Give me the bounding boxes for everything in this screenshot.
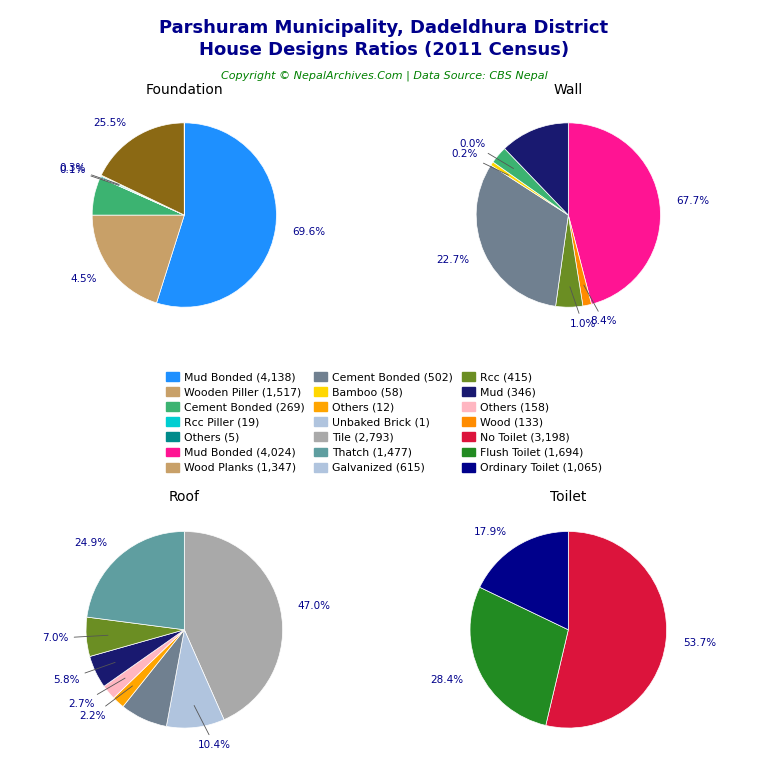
Text: 8.4%: 8.4% bbox=[584, 285, 617, 326]
Wedge shape bbox=[491, 162, 568, 215]
Text: 0.3%: 0.3% bbox=[60, 164, 119, 184]
Text: Copyright © NepalArchives.Com | Data Source: CBS Nepal: Copyright © NepalArchives.Com | Data Sou… bbox=[220, 71, 548, 81]
Title: Roof: Roof bbox=[169, 490, 200, 505]
Wedge shape bbox=[87, 531, 184, 630]
Wedge shape bbox=[86, 617, 184, 657]
Wedge shape bbox=[157, 123, 276, 307]
Wedge shape bbox=[92, 215, 184, 303]
Wedge shape bbox=[92, 177, 184, 215]
Wedge shape bbox=[480, 531, 568, 630]
Wedge shape bbox=[114, 630, 184, 707]
Text: Parshuram Municipality, Dadeldhura District
House Designs Ratios (2011 Census): Parshuram Municipality, Dadeldhura Distr… bbox=[160, 19, 608, 59]
Title: Foundation: Foundation bbox=[145, 83, 223, 98]
Text: 2.7%: 2.7% bbox=[68, 678, 125, 709]
Text: 67.7%: 67.7% bbox=[676, 197, 710, 207]
Text: 10.4%: 10.4% bbox=[194, 706, 230, 750]
Text: 2.2%: 2.2% bbox=[80, 686, 132, 720]
Wedge shape bbox=[476, 165, 568, 306]
Wedge shape bbox=[555, 215, 583, 307]
Title: Toilet: Toilet bbox=[550, 490, 587, 505]
Legend: Mud Bonded (4,138), Wooden Piller (1,517), Cement Bonded (269), Rcc Piller (19),: Mud Bonded (4,138), Wooden Piller (1,517… bbox=[166, 372, 602, 473]
Text: 28.4%: 28.4% bbox=[431, 675, 464, 685]
Wedge shape bbox=[505, 123, 568, 215]
Title: Wall: Wall bbox=[554, 83, 583, 98]
Text: 4.5%: 4.5% bbox=[70, 274, 97, 284]
Text: 5.8%: 5.8% bbox=[53, 662, 115, 684]
Wedge shape bbox=[493, 148, 568, 215]
Text: 24.9%: 24.9% bbox=[74, 538, 108, 548]
Wedge shape bbox=[568, 215, 591, 306]
Text: 17.9%: 17.9% bbox=[473, 527, 507, 537]
Text: 25.5%: 25.5% bbox=[93, 118, 127, 128]
Wedge shape bbox=[101, 176, 184, 215]
Text: 0.1%: 0.1% bbox=[59, 164, 119, 185]
Wedge shape bbox=[101, 175, 184, 215]
Wedge shape bbox=[104, 630, 184, 698]
Text: 7.0%: 7.0% bbox=[42, 633, 108, 644]
Wedge shape bbox=[546, 531, 667, 728]
Wedge shape bbox=[167, 630, 224, 728]
Wedge shape bbox=[101, 123, 184, 215]
Wedge shape bbox=[100, 177, 184, 215]
Wedge shape bbox=[123, 630, 184, 727]
Text: 53.7%: 53.7% bbox=[684, 638, 717, 648]
Text: 1.0%: 1.0% bbox=[569, 286, 596, 329]
Text: 0.2%: 0.2% bbox=[452, 149, 508, 175]
Wedge shape bbox=[568, 123, 660, 304]
Text: 47.0%: 47.0% bbox=[298, 601, 331, 611]
Wedge shape bbox=[184, 531, 283, 720]
Text: 22.7%: 22.7% bbox=[436, 256, 469, 266]
Wedge shape bbox=[470, 588, 568, 726]
Wedge shape bbox=[90, 630, 184, 687]
Text: 0.0%: 0.0% bbox=[459, 139, 514, 168]
Text: 69.6%: 69.6% bbox=[292, 227, 325, 237]
